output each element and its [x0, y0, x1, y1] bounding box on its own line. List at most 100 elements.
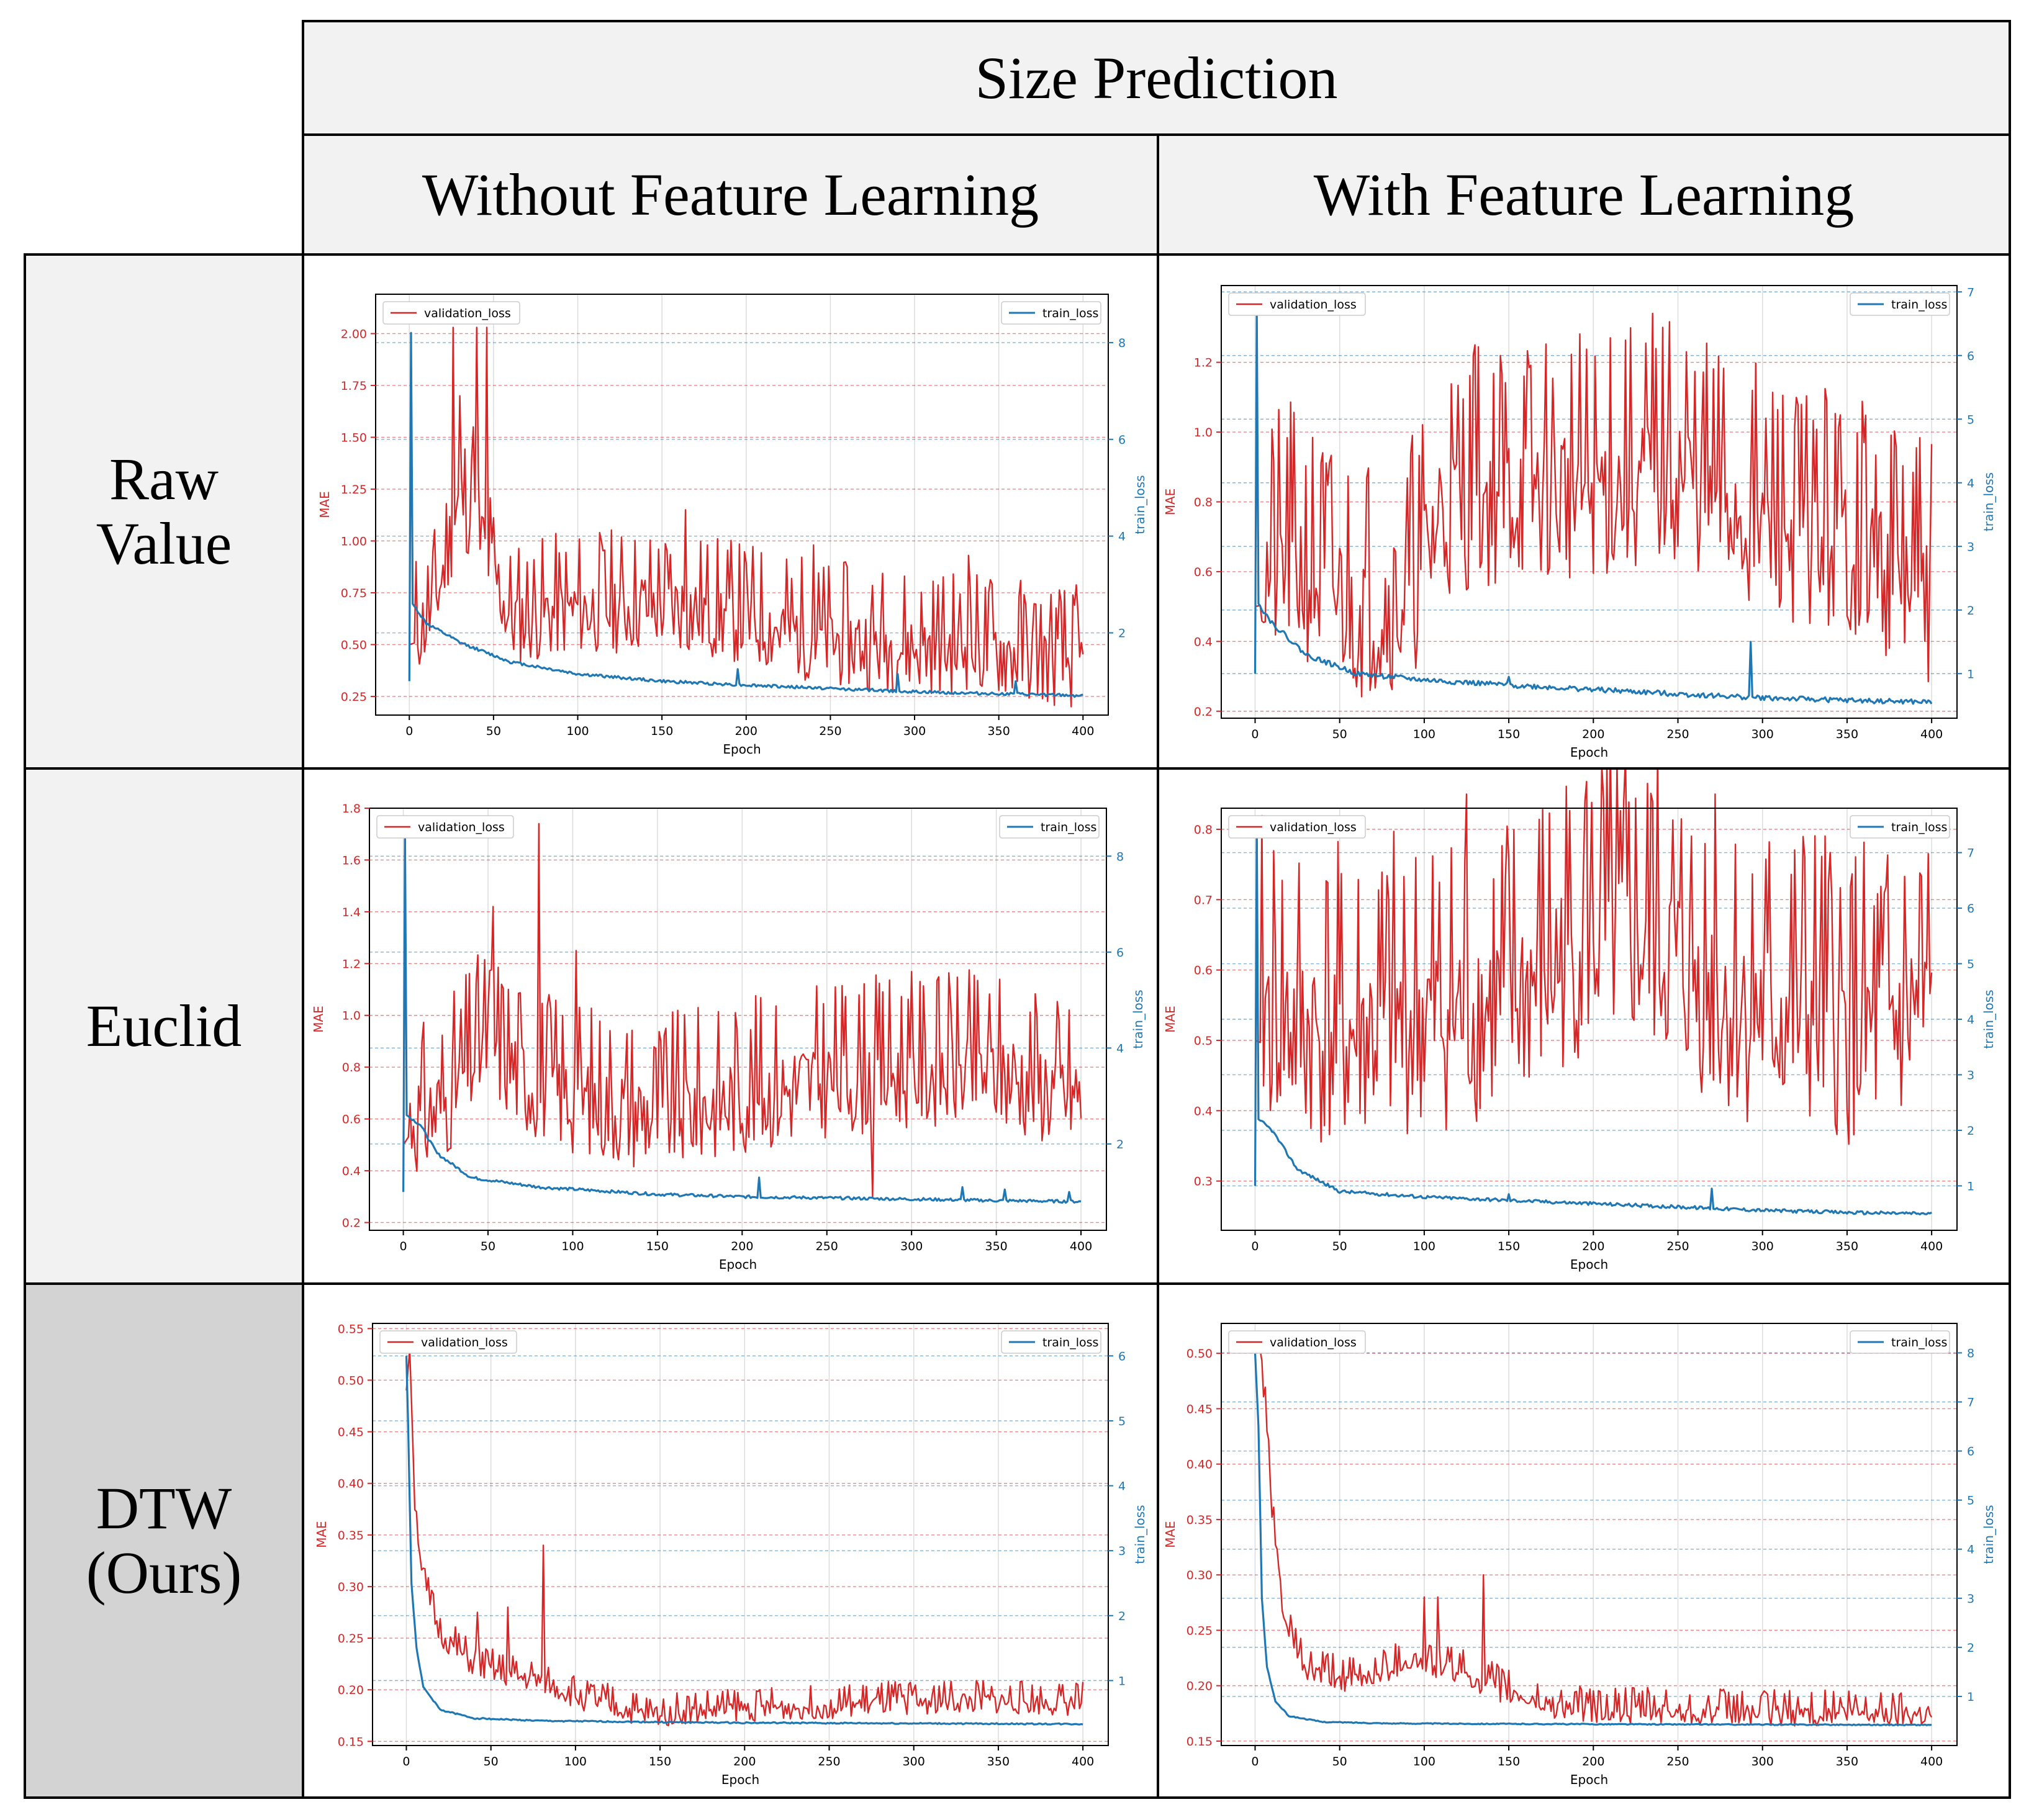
y-tick-label-right: 2 [1118, 1610, 1126, 1623]
y-tick-label-left: 1.75 [341, 379, 367, 393]
x-axis-label: Epoch [1570, 1257, 1608, 1272]
y-tick-label-right: 4 [1967, 1543, 1974, 1557]
y-tick-label-left: 0.40 [1186, 1458, 1213, 1472]
train-loss-line [1254, 824, 1932, 1215]
y-axis-label-left: MAE [1163, 1006, 1178, 1033]
cell-dtw-without: 0 50 100 150 200 250 300 350 400 0.15 0.20 0.25 0.30… [302, 1282, 1159, 1799]
y-tick-label-left: 0.6 [1194, 964, 1213, 978]
legend-train-box [1850, 1330, 1950, 1354]
x-tick-label: 0 [400, 1240, 407, 1253]
x-tick-label: 150 [651, 724, 673, 738]
y-tick-label-left: 1.2 [342, 957, 361, 971]
cell-raw-without: 0 50 100 150 200 250 300 350 400 0.25 0.50 0.75 1.00… [302, 253, 1159, 770]
y-tick-label-left: 0.25 [338, 1632, 364, 1646]
y-tick-label-left: 0.50 [338, 1374, 364, 1387]
row-label-raw-line1: Raw [109, 446, 219, 512]
y-axis-label-left: MAE [1163, 1521, 1178, 1548]
train-loss-line [408, 331, 1083, 698]
legend-train-label: train_loss [1891, 1336, 1947, 1349]
train-loss-line [405, 1356, 1083, 1726]
legend-train-box [999, 815, 1100, 839]
y-tick-label-left: 0.55 [338, 1322, 364, 1336]
y-tick-label-right: 1 [1967, 1179, 1974, 1193]
x-axis-label: Epoch [723, 742, 761, 757]
x-tick-label: 50 [484, 1755, 499, 1768]
y-tick-label-right: 3 [1967, 1592, 1974, 1606]
validation-loss-line [1254, 1330, 1933, 1727]
y-tick-label-right: 2 [1116, 1138, 1124, 1151]
y-tick-label-left: 0.50 [1186, 1347, 1213, 1361]
x-tick-label: 400 [1920, 1240, 1943, 1253]
y-tick-label-right: 3 [1967, 1068, 1974, 1082]
y-tick-label-left: 1.00 [341, 534, 367, 548]
header-title-cell: Size Prediction [302, 20, 2011, 136]
legend-train-label: train_loss [1891, 821, 1947, 834]
y-tick-label-right: 6 [1116, 946, 1124, 960]
cell-euclid-without: 0 50 100 150 200 250 300 350 400 0.2 0.4 0.6 0.8 1.0 1… [302, 767, 1159, 1285]
x-tick-label: 200 [1582, 1240, 1604, 1253]
x-tick-label: 50 [1332, 728, 1347, 741]
cell-euclid-with: 0 50 100 150 200 250 300 350 400 0.3 0.4 0.5 0.6 0.7 0… [1157, 767, 2011, 1285]
x-tick-label: 0 [402, 1755, 410, 1768]
y-tick-label-right: 6 [1118, 433, 1126, 447]
x-tick-label: 150 [1498, 1755, 1520, 1768]
y-tick-label-left: 0.30 [338, 1580, 364, 1594]
x-tick-label: 350 [987, 1755, 1010, 1768]
y-tick-label-right: 2 [1967, 1124, 1974, 1138]
x-tick-label: 250 [819, 724, 841, 738]
header-col-with-label: With Feature Learning [1313, 161, 1855, 228]
x-tick-label: 400 [1070, 1240, 1092, 1253]
x-tick-label: 250 [1666, 1240, 1689, 1253]
x-axis-label: Epoch [721, 1772, 759, 1787]
x-tick-label: 300 [1752, 728, 1774, 741]
header-col-with: With Feature Learning [1157, 133, 2011, 256]
validation-loss-line [409, 327, 1084, 708]
x-tick-label: 50 [1332, 1240, 1347, 1253]
y-tick-label-left: 0.35 [338, 1529, 364, 1543]
y-tick-label-right: 3 [1967, 540, 1974, 554]
legend-validation-label: validation_loss [1270, 821, 1357, 834]
chart-euclid-with: 0 50 100 150 200 250 300 350 400 0.3 0.4 0.5 0.6 0.7 0… [1163, 770, 1996, 1272]
legend-validation-label: validation_loss [1270, 298, 1357, 312]
x-tick-label: 300 [903, 1755, 925, 1768]
y-tick-label-left: 0.6 [342, 1113, 361, 1127]
y-axis-label-right: train_loss [1981, 472, 1996, 531]
legend-validation-label: validation_loss [418, 821, 505, 834]
x-tick-label: 250 [1666, 728, 1689, 741]
y-tick-label-right: 5 [1118, 1415, 1126, 1428]
x-tick-label: 200 [731, 1240, 753, 1253]
x-tick-label: 100 [1413, 1755, 1435, 1768]
y-tick-label-right: 6 [1967, 349, 1974, 363]
legend-validation-label: validation_loss [1270, 1336, 1357, 1349]
y-tick-label-right: 8 [1116, 850, 1124, 863]
x-tick-label: 0 [1251, 1755, 1259, 1768]
plot-area [1221, 808, 1957, 1230]
y-tick-label-left: 0.15 [338, 1735, 364, 1749]
cell-raw-with: 0 50 100 150 200 250 300 350 400 0.2 0.4 0.6 0.8 1.0 1… [1157, 253, 2011, 770]
x-tick-label: 150 [649, 1755, 671, 1768]
legend-train-label: train_loss [1042, 1336, 1098, 1349]
y-tick-label-left: 1.2 [1194, 356, 1213, 370]
y-tick-label-left: 1.25 [341, 483, 367, 497]
x-tick-label: 300 [1752, 1240, 1774, 1253]
y-tick-label-right: 1 [1118, 1674, 1126, 1688]
row-label-euclid-line1: Euclid [86, 993, 242, 1059]
x-tick-label: 400 [1072, 1755, 1094, 1768]
y-tick-label-left: 0.45 [1186, 1402, 1213, 1416]
y-axis-label-right: train_loss [1131, 989, 1146, 1048]
legend-validation-box [1228, 1330, 1366, 1354]
y-tick-label-left: 0.2 [342, 1216, 361, 1230]
x-tick-label: 200 [733, 1755, 756, 1768]
y-tick-label-left: 0.50 [341, 638, 367, 652]
x-axis-label: Epoch [1570, 1772, 1608, 1787]
x-tick-label: 400 [1072, 724, 1094, 738]
y-tick-label-right: 5 [1967, 958, 1974, 971]
x-tick-label: 100 [561, 1240, 584, 1253]
x-tick-label: 350 [1836, 728, 1858, 741]
x-tick-label: 150 [1498, 728, 1520, 741]
legend-train-box [1850, 292, 1950, 316]
y-axis-label-right: train_loss [1981, 1505, 1996, 1564]
x-axis-label: Epoch [1570, 745, 1608, 760]
y-tick-label-left: 0.35 [1186, 1513, 1213, 1527]
legend-validation-label: validation_loss [424, 307, 511, 320]
